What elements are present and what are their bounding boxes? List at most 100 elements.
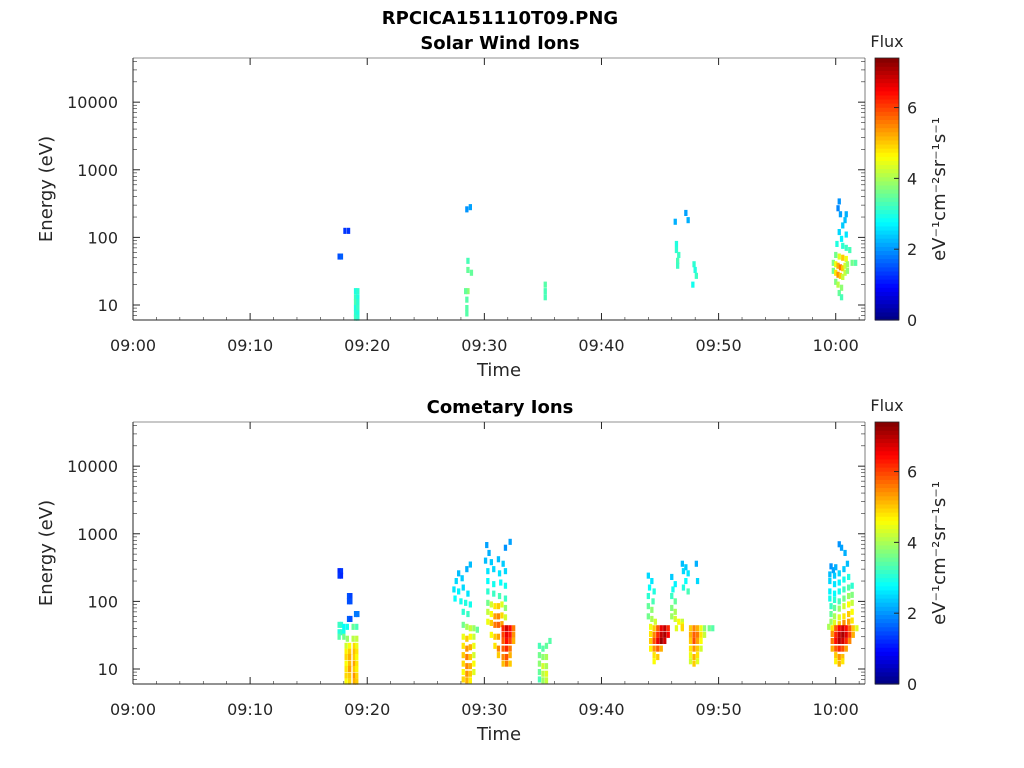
heatmap-cell [646,603,650,610]
colorbar-segment [875,205,899,211]
heatmap-cell [337,621,341,628]
colorbar-segment [875,671,899,677]
colorbar-segment [875,422,899,427]
colorbar-segment [875,544,899,550]
heatmap-cell [465,566,469,573]
colorbar-segment [875,602,899,607]
colorbar-segment [875,160,899,166]
colorbar-segment [875,287,899,292]
colorbar-tick-label: 2 [907,240,917,259]
heatmap-cell [353,314,358,321]
heatmap-cell [831,267,835,274]
colorbar-segment [875,225,899,231]
heatmap-cell [466,288,470,295]
heatmap-cell [464,599,468,606]
heatmap-cell [830,625,834,632]
colorbar-segment [875,610,899,615]
colorbar-segment [875,98,899,104]
heatmap-cells [337,198,858,321]
colorbar-segment [875,589,899,595]
heatmap-cell [339,568,344,575]
colorbar-segment [875,58,899,63]
heatmap-cell [845,560,850,567]
heatmap-cell [837,614,841,621]
heatmap-cell [835,240,839,247]
heatmap-cell [837,588,841,595]
heatmap-cell [356,611,360,618]
heatmap-cell [686,588,690,595]
heatmap-cell [652,631,656,638]
colorbar-segment [875,516,899,521]
heatmap-cell [850,259,854,266]
heatmap-cell [496,633,501,640]
heatmap-cell [838,264,843,271]
heatmap-cell [692,261,696,268]
colorbar-tick-label: 6 [907,463,917,482]
y-tick-label: 10000 [67,457,118,476]
x-tick-label: 09:50 [696,336,742,355]
heatmap-cell [541,654,545,661]
colorbar-segment [875,548,899,554]
heatmap-cell [828,571,832,578]
heatmap-cell [537,676,542,683]
colorbar-segment [875,659,899,665]
heatmap-cell [680,618,684,625]
colorbar-segment [875,483,899,489]
heatmap-cell [673,598,677,605]
heatmap-cell [352,654,356,661]
heatmap-cell [346,598,351,605]
heatmap-cell [836,271,840,278]
heatmap-cell [842,595,846,602]
heatmap-cell [837,290,841,297]
heatmap-cell [337,633,341,640]
heatmap-cell [337,568,341,575]
heatmap-cell [537,642,542,649]
colorbar-segment [875,581,899,587]
colorbar-segment [875,135,899,141]
heatmap-cell [459,598,463,605]
colorbar-segment [875,197,899,202]
heatmap-cell [844,255,848,262]
heatmap-cell [472,642,476,649]
heatmap-cell [827,623,831,630]
heatmap-cell [452,586,456,593]
colorbar-segment [875,638,899,644]
heatmap-cell [353,611,358,618]
heatmap-cell [673,218,677,225]
heatmap-cell [501,625,505,632]
heatmap-cell [844,211,848,218]
heatmap-cell [842,603,846,610]
heatmap-cell [686,570,690,577]
colorbar-segment [875,577,899,583]
heatmap-cell [356,294,360,301]
heatmap-cell [850,617,854,624]
heatmap-cell [695,652,700,659]
heatmap-cell [834,652,838,659]
heatmap-cell [492,590,496,597]
heatmap-cell [457,570,461,577]
heatmap-cell [503,614,508,621]
heatmap-cell [848,625,852,632]
heatmap-cell [695,658,700,665]
x-tick-label: 09:10 [227,700,273,719]
heatmap-cell [489,559,493,566]
heatmap-cell [466,590,470,597]
colorbar-segment [875,221,899,227]
heatmap-cell [461,608,465,615]
heatmap-cell [828,578,832,585]
heatmap-cell [352,678,356,685]
heatmap-cell [492,581,496,588]
colorbar-segment [875,667,899,673]
heatmap-cell [465,635,469,642]
colorbar-tick-label: 0 [907,311,917,330]
heatmap-cell [847,573,851,580]
heatmap-cell [501,660,505,667]
colorbar-tick-label: 2 [907,604,917,623]
heatmap-cell [663,637,667,644]
heatmap-cell [829,603,833,610]
heatmap-cell [694,272,698,279]
colorbar-segment [875,209,899,215]
heatmap-cell [454,578,458,585]
heatmap-cell [670,573,674,580]
heatmap-cell [468,633,472,640]
